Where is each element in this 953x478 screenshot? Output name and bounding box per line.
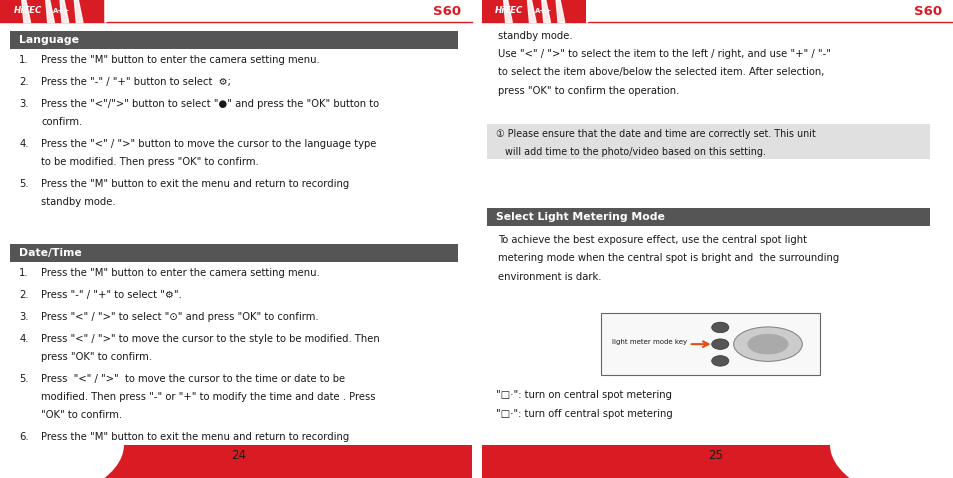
Polygon shape (22, 0, 30, 22)
Text: press "OK" to confirm.: press "OK" to confirm. (41, 352, 152, 362)
Circle shape (746, 334, 788, 355)
Polygon shape (503, 0, 512, 22)
FancyBboxPatch shape (486, 124, 929, 159)
Text: 4.: 4. (19, 334, 29, 344)
Bar (0, 445, 472, 478)
Wedge shape (829, 445, 953, 478)
Text: "□·": turn on central spot metering: "□·": turn on central spot metering (496, 390, 671, 400)
Text: Language: Language (19, 35, 79, 45)
Text: standby mode.: standby mode. (41, 197, 115, 207)
FancyBboxPatch shape (10, 31, 457, 49)
Text: 2.: 2. (19, 290, 29, 300)
Text: 4.: 4. (19, 139, 29, 149)
Text: 5.: 5. (19, 179, 29, 189)
Text: 1.: 1. (19, 55, 29, 65)
Text: S60: S60 (914, 5, 942, 18)
Polygon shape (556, 0, 564, 22)
Text: Press  "<" / ">"  to move the cursor to the time or date to be: Press "<" / ">" to move the cursor to th… (41, 374, 345, 384)
Text: 24: 24 (231, 448, 246, 462)
Text: HiTEC: HiTEC (495, 6, 523, 15)
Text: Date/Time: Date/Time (19, 248, 82, 258)
Text: Press the "<"/">" button to select "●" and press the "OK" button to: Press the "<"/">" button to select "●" a… (41, 99, 378, 109)
Text: 1.: 1. (19, 268, 29, 278)
FancyBboxPatch shape (481, 0, 586, 22)
Text: Use "<" / ">" to select the item to the left / right, and use "+" / "-": Use "<" / ">" to select the item to the … (497, 49, 830, 59)
Text: "OK" to confirm.: "OK" to confirm. (41, 410, 122, 420)
FancyBboxPatch shape (10, 244, 457, 262)
Text: Press the "<" / ">" button to move the cursor to the language type: Press the "<" / ">" button to move the c… (41, 139, 376, 149)
Text: 3.: 3. (19, 99, 29, 109)
Polygon shape (60, 0, 69, 22)
Text: 2.: 2. (19, 77, 29, 87)
Text: To achieve the best exposure effect, use the central spot light: To achieve the best exposure effect, use… (497, 235, 806, 245)
Text: Press the "-" / "+" button to select  ⚙;: Press the "-" / "+" button to select ⚙; (41, 77, 231, 87)
Text: light meter mode key: light meter mode key (612, 339, 687, 345)
Ellipse shape (711, 322, 728, 333)
Text: to select the item above/below the selected item. After selection,: to select the item above/below the selec… (497, 67, 823, 77)
Text: Press the "M" button to exit the menu and return to recording: Press the "M" button to exit the menu an… (41, 179, 349, 189)
Text: A++: A++ (53, 8, 71, 14)
Text: Press "<" / ">" to move the cursor to the style to be modified. Then: Press "<" / ">" to move the cursor to th… (41, 334, 379, 344)
Polygon shape (586, 0, 603, 22)
Polygon shape (541, 0, 550, 22)
Bar (481, 445, 953, 478)
Ellipse shape (711, 356, 728, 366)
Text: press "OK" to confirm the operation.: press "OK" to confirm the operation. (497, 86, 679, 96)
Ellipse shape (711, 339, 728, 349)
Text: Press the "M" button to enter the camera setting menu.: Press the "M" button to enter the camera… (41, 55, 319, 65)
Text: HiTEC: HiTEC (13, 6, 42, 15)
Wedge shape (0, 445, 124, 478)
Circle shape (733, 327, 801, 361)
Text: confirm.: confirm. (41, 117, 82, 127)
Text: Press the "M" button to enter the camera setting menu.: Press the "M" button to enter the camera… (41, 268, 319, 278)
Text: Press the "M" button to exit the menu and return to recording: Press the "M" button to exit the menu an… (41, 432, 349, 442)
Text: Press "<" / ">" to select "⊙" and press "OK" to confirm.: Press "<" / ">" to select "⊙" and press … (41, 312, 318, 322)
Text: will add time to the photo/video based on this setting.: will add time to the photo/video based o… (496, 147, 765, 157)
Polygon shape (46, 0, 54, 22)
Text: standby mode.: standby mode. (497, 31, 572, 41)
Text: 3.: 3. (19, 312, 29, 322)
Text: Press "-" / "+" to select "⚙".: Press "-" / "+" to select "⚙". (41, 290, 182, 300)
Text: S60: S60 (433, 5, 460, 18)
Text: "□⋅": turn off central spot metering: "□⋅": turn off central spot metering (496, 409, 672, 419)
Text: modified. Then press "-" or "+" to modify the time and date . Press: modified. Then press "-" or "+" to modif… (41, 392, 375, 402)
Text: ① Please ensure that the date and time are correctly set. This unit: ① Please ensure that the date and time a… (496, 129, 815, 139)
Text: 25: 25 (707, 448, 722, 462)
Text: A++: A++ (535, 8, 552, 14)
Polygon shape (74, 0, 83, 22)
Polygon shape (105, 0, 122, 22)
FancyBboxPatch shape (486, 208, 929, 226)
Polygon shape (527, 0, 536, 22)
FancyBboxPatch shape (600, 313, 820, 375)
Text: environment is dark.: environment is dark. (497, 272, 600, 282)
FancyBboxPatch shape (0, 0, 105, 22)
Text: metering mode when the central spot is bright and  the surrounding: metering mode when the central spot is b… (497, 253, 839, 263)
Text: 6.: 6. (19, 432, 29, 442)
Text: 5.: 5. (19, 374, 29, 384)
Text: Select Light Metering Mode: Select Light Metering Mode (496, 212, 664, 222)
Text: to be modified. Then press "OK" to confirm.: to be modified. Then press "OK" to confi… (41, 157, 258, 167)
